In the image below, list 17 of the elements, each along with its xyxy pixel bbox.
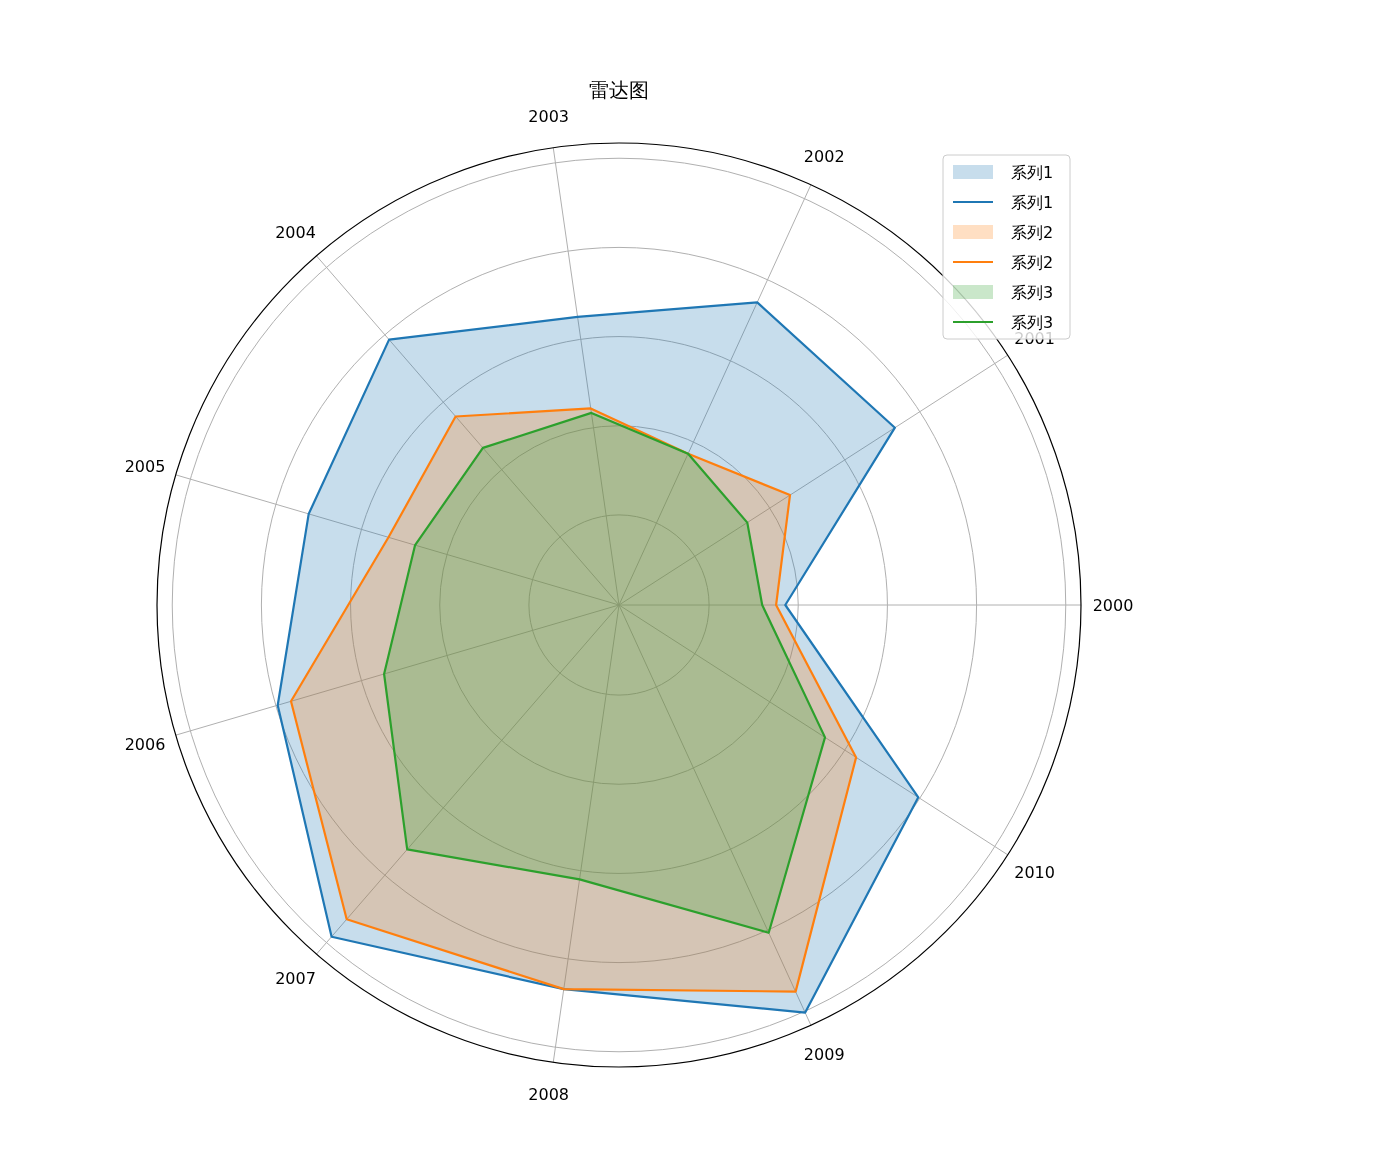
legend-label: 系列2 xyxy=(1011,253,1054,272)
spoke-label: 2006 xyxy=(124,735,166,755)
spoke-label: 2003 xyxy=(528,107,570,127)
text: 系列2 xyxy=(1011,223,1054,242)
spoke-label: 2009 xyxy=(803,1045,845,1065)
spoke-label: 2005 xyxy=(124,456,166,476)
text: 系列1 xyxy=(1011,163,1054,182)
spoke-label: 2000 xyxy=(1092,596,1134,615)
spoke-label: 2007 xyxy=(275,969,316,989)
legend-label: 系列1 xyxy=(1011,193,1054,212)
spoke-label: 2004 xyxy=(275,222,316,242)
chart-title: 雷达图 xyxy=(589,78,649,102)
spoke-label: 2010 xyxy=(1014,863,1055,883)
spoke-label: 2008 xyxy=(528,1084,570,1104)
legend-label: 系列3 xyxy=(1011,313,1054,332)
spoke-label: 2002 xyxy=(803,146,845,166)
text: 系列3 xyxy=(1011,283,1054,302)
